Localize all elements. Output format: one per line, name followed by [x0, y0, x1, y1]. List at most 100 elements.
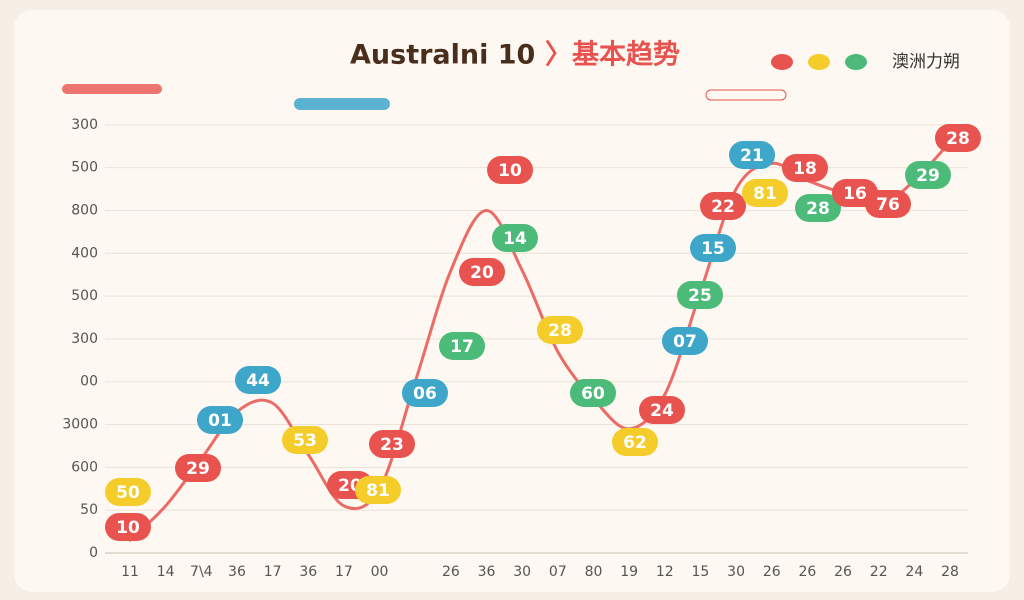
x-tick-label: 7\4	[190, 564, 213, 580]
bubble	[175, 454, 221, 482]
bubble-label: 81	[366, 481, 390, 501]
bubble	[355, 476, 401, 504]
bubble	[795, 194, 841, 222]
y-tick-label: 3000	[62, 417, 98, 433]
bubble-label: 16	[843, 184, 867, 204]
bubble-label: 18	[793, 159, 817, 179]
bubble-label: 14	[503, 229, 527, 249]
x-tick-label: 26	[798, 564, 816, 580]
x-tick-label: 28	[941, 564, 959, 580]
bubble-label: 06	[413, 384, 437, 404]
bubble	[105, 478, 151, 506]
x-tick-label: 17	[264, 564, 282, 580]
y-tick-label: 300	[71, 117, 98, 133]
legend-dot	[771, 54, 793, 70]
bubble	[700, 192, 746, 220]
bubble	[235, 366, 281, 394]
bubble	[105, 513, 151, 541]
bubble-label: 22	[711, 197, 735, 217]
x-tick-label: 30	[727, 564, 745, 580]
bubble	[537, 316, 583, 344]
bubble-label: 76	[876, 195, 900, 215]
y-tick-label: 00	[80, 374, 98, 390]
bubble	[690, 234, 736, 262]
bubble	[612, 428, 658, 456]
bubble	[492, 224, 538, 252]
x-tick-label: 22	[870, 564, 888, 580]
card	[14, 10, 1010, 592]
y-tick-label: 800	[71, 202, 98, 218]
bubble-label: 10	[498, 161, 522, 181]
bubble	[197, 406, 243, 434]
x-tick-label: 15	[692, 564, 710, 580]
pill	[705, 89, 787, 101]
y-tick-label: 400	[71, 245, 98, 261]
y-tick-label: 600	[71, 459, 98, 475]
x-tick-label: 26	[763, 564, 781, 580]
bubble-label: 28	[548, 321, 572, 341]
bubble-label: 10	[116, 518, 140, 538]
bubble-label: 21	[740, 146, 764, 166]
legend-dot	[808, 54, 830, 70]
bubble-label: 07	[673, 332, 697, 352]
bubble	[570, 379, 616, 407]
chart-title-suffix: 〉基本趋势	[545, 40, 680, 71]
bubble	[905, 161, 951, 189]
x-tick-label: 80	[585, 564, 603, 580]
bubble-label: 81	[753, 184, 777, 204]
bubble-label: 17	[450, 337, 474, 357]
bubble-label: 23	[380, 435, 404, 455]
x-tick-label: 14	[157, 564, 175, 580]
y-tick-label: 500	[71, 160, 98, 176]
bubble	[677, 281, 723, 309]
chart-title: Australni 10	[350, 40, 535, 71]
x-tick-label: 12	[656, 564, 674, 580]
bubble	[729, 141, 775, 169]
bubble-label: 60	[581, 384, 605, 404]
bubble	[742, 179, 788, 207]
bubble	[662, 327, 708, 355]
bubble-label: 53	[293, 431, 317, 451]
bubble-label: 01	[208, 411, 232, 431]
x-tick-label: 30	[513, 564, 531, 580]
bubble	[282, 426, 328, 454]
x-tick-label: 19	[620, 564, 638, 580]
legend-dot	[845, 54, 867, 70]
bubble	[935, 124, 981, 152]
bubble-label: 15	[701, 239, 725, 259]
legend-label: 澳洲力朔	[892, 52, 960, 72]
x-tick-label: 26	[442, 564, 460, 580]
x-tick-label: 36	[478, 564, 496, 580]
bubble	[369, 430, 415, 458]
x-tick-label: 11	[121, 564, 139, 580]
bubble	[639, 396, 685, 424]
bubble-label: 28	[946, 129, 970, 149]
x-tick-label: 26	[834, 564, 852, 580]
bubble	[782, 154, 828, 182]
bubble-label: 25	[688, 286, 712, 306]
bubble-label: 28	[806, 199, 830, 219]
x-tick-label: 24	[905, 564, 923, 580]
y-tick-label: 500	[71, 288, 98, 304]
y-tick-label: 300	[71, 331, 98, 347]
bubble	[402, 379, 448, 407]
x-tick-label: 36	[228, 564, 246, 580]
pill	[62, 84, 162, 94]
bubble	[487, 156, 533, 184]
bubble-label: 29	[186, 459, 210, 479]
y-tick-label: 50	[80, 502, 98, 518]
bubble-label: 24	[650, 401, 674, 421]
x-tick-label: 07	[549, 564, 567, 580]
bubble	[459, 258, 505, 286]
bubble-label: 50	[116, 483, 140, 503]
x-tick-label: 17	[335, 564, 353, 580]
pill	[294, 98, 390, 110]
bubble-label: 20	[470, 263, 494, 283]
bubble	[865, 190, 911, 218]
y-tick-label: 0	[89, 545, 98, 561]
bubble	[439, 332, 485, 360]
bubble-label: 62	[623, 433, 647, 453]
bubble-label: 29	[916, 166, 940, 186]
x-tick-label: 36	[299, 564, 317, 580]
